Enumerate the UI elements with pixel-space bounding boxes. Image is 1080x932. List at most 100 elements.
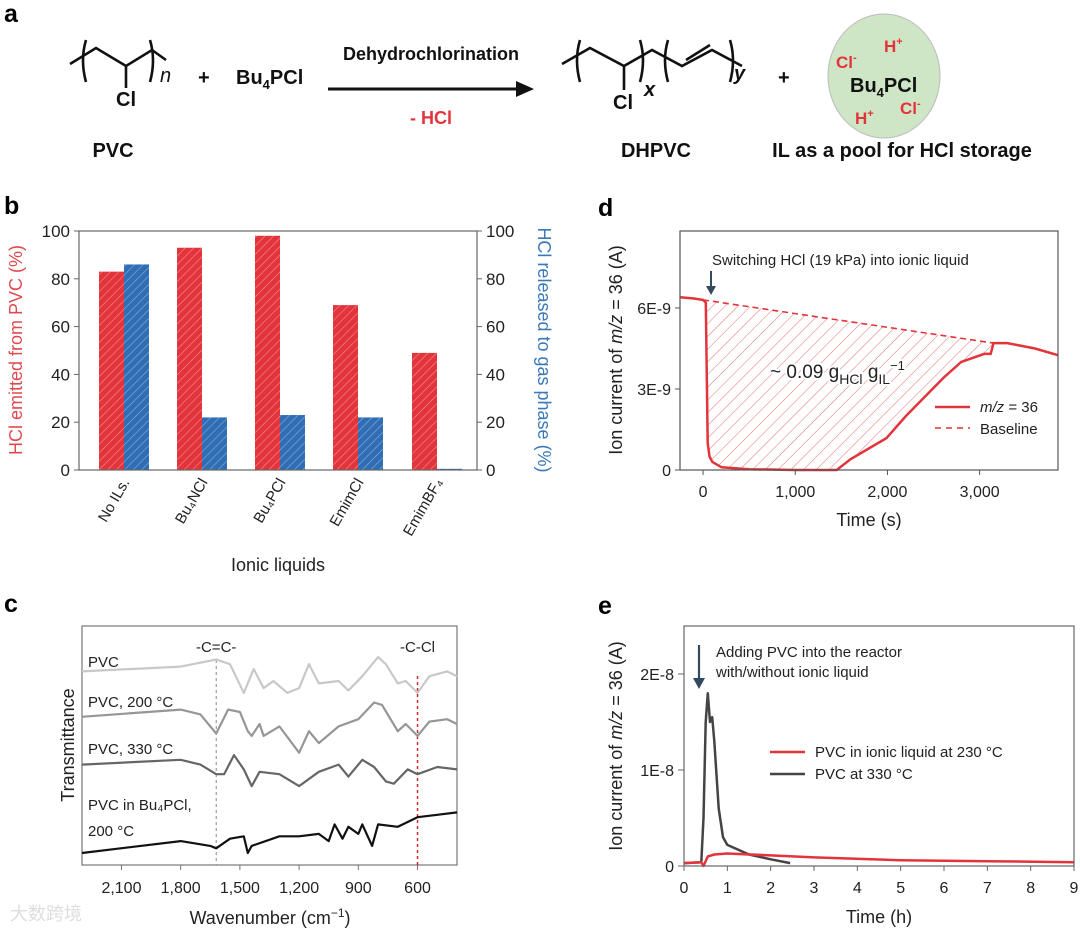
e-series-line bbox=[683, 852, 1075, 868]
arrow-byproduct: - HCl bbox=[410, 108, 452, 128]
c-tick-label: 1,800 bbox=[161, 880, 201, 897]
b-category-label: No ILs. bbox=[95, 476, 133, 526]
pool-bu4pcl: Bu4PCl bbox=[850, 75, 917, 100]
b-right-tick-label: 0 bbox=[486, 461, 495, 480]
b-left-tick-label: 100 bbox=[42, 222, 70, 241]
c-plot-frame bbox=[81, 625, 458, 866]
e-series-line bbox=[683, 691, 791, 865]
d-xtick-label: 3,000 bbox=[960, 484, 1000, 501]
d-plot-frame bbox=[679, 230, 1059, 471]
d-baseline-line bbox=[702, 299, 994, 344]
d-xlabel: Time (s) bbox=[836, 510, 901, 530]
b-plot-frame bbox=[78, 230, 478, 471]
c-tick-label: 1,200 bbox=[279, 880, 319, 897]
c-tick-label: 600 bbox=[404, 880, 431, 897]
bar-chart-hcl: HCl emitted from PVC (%) HCl released to… bbox=[6, 222, 554, 575]
panel-label-b: b bbox=[4, 192, 19, 220]
pool-h-plus-2: H+ bbox=[855, 108, 874, 128]
b-right-tick-label: 100 bbox=[486, 222, 514, 241]
d-annotation: Switching HCl (19 kPa) into ionic liquid bbox=[712, 252, 969, 269]
hcl-absorption-chart: Ion current of m/z = 36 (A) Time (s) Swi… bbox=[606, 230, 1059, 530]
reaction-arrow bbox=[328, 81, 534, 97]
panel-label-a: a bbox=[4, 0, 19, 28]
bar-hatch bbox=[255, 235, 280, 470]
plus-2: + bbox=[778, 67, 790, 89]
b-left-tick-label: 20 bbox=[51, 413, 70, 432]
d-legend-mz36: m/z = 36 bbox=[980, 399, 1038, 416]
c-label-pvc-200: PVC, 200 °C bbox=[88, 694, 173, 711]
dhpvc-label: DHPVC bbox=[621, 140, 691, 162]
b-left-tick-label: 40 bbox=[51, 365, 70, 384]
e-plot-frame bbox=[683, 625, 1075, 867]
d-arrow-icon bbox=[706, 271, 716, 295]
c-tick-label: 2,100 bbox=[101, 880, 141, 897]
e-xtick-label: 2 bbox=[766, 880, 775, 897]
pool-cl-minus-1: Cl- bbox=[836, 52, 857, 72]
c-ylabel: Transmittance bbox=[58, 688, 78, 801]
pvc-label: PVC bbox=[92, 140, 133, 162]
d-ytick-label: 6E-9 bbox=[637, 301, 671, 318]
bar-hatch bbox=[333, 305, 358, 470]
pool-cl-minus-2: Cl- bbox=[900, 98, 921, 118]
pool-label: IL as a pool for HCl storage bbox=[772, 140, 1032, 162]
watermark: 大数跨境 bbox=[10, 904, 82, 925]
b-left-ylabel: HCl emitted from PVC (%) bbox=[6, 245, 26, 455]
d-ylabel: Ion current of m/z = 36 (A) bbox=[606, 245, 626, 455]
c-spectrum-line bbox=[81, 754, 458, 788]
bar-hatch bbox=[124, 264, 149, 470]
d-xtick-label: 0 bbox=[699, 484, 708, 501]
pvc-cl: Cl bbox=[116, 89, 136, 111]
e-xtick-label: 5 bbox=[896, 880, 905, 897]
d-area-label: ~ 0.09 gHCl gIL−1 bbox=[770, 358, 905, 387]
pvc-n: n bbox=[160, 65, 171, 87]
panel-label-e: e bbox=[598, 592, 612, 620]
e-ytick-label: 1E-8 bbox=[640, 763, 674, 780]
e-xtick-label: 4 bbox=[853, 880, 862, 897]
e-legend-ionic-liquid: PVC in ionic liquid at 230 °C bbox=[815, 744, 1003, 761]
e-annotation-line1: Adding PVC into the reactor bbox=[716, 644, 902, 661]
b-right-tick-label: 40 bbox=[486, 365, 505, 384]
b-right-tick-label: 20 bbox=[486, 413, 505, 432]
d-ytick-label: 3E-9 bbox=[637, 382, 671, 399]
e-xlabel: Time (h) bbox=[846, 907, 912, 927]
bar-hatch bbox=[280, 415, 305, 470]
b-category-label: EmimBF₄ bbox=[400, 476, 447, 540]
e-xtick-label: 8 bbox=[1026, 880, 1035, 897]
c-label-pvc-bu4pcl: PVC in Bu₄PCl, bbox=[88, 797, 192, 814]
d-hatched-area bbox=[705, 300, 994, 470]
e-xtick-label: 9 bbox=[1070, 880, 1079, 897]
dhpvc-structure bbox=[561, 39, 743, 90]
c-tick-label: 900 bbox=[345, 880, 372, 897]
bar-hatch bbox=[99, 271, 124, 470]
c-xlabel: Wavenumber (cm−1) bbox=[189, 906, 350, 928]
reaction-scheme: Cl n + Bu4PCl Dehydrochlorination - HCl … bbox=[69, 13, 1032, 162]
b-xlabel: Ionic liquids bbox=[231, 555, 325, 575]
c-label-pvc-bu4pcl-temp: 200 °C bbox=[88, 823, 134, 840]
e-ytick-label: 2E-8 bbox=[640, 667, 674, 684]
arrow-condition: Dehydrochlorination bbox=[343, 44, 519, 64]
b-category-label: Bu₄PCl bbox=[250, 476, 289, 527]
c-spectrum-line bbox=[81, 656, 458, 694]
c-label-pvc-330: PVC, 330 °C bbox=[88, 741, 173, 758]
e-legend-pvc-330: PVC at 330 °C bbox=[815, 766, 913, 783]
bar-hatch bbox=[412, 352, 437, 470]
e-ytick-label: 0 bbox=[665, 859, 674, 876]
bar-hatch bbox=[177, 247, 202, 470]
reagent-bu4pcl: Bu4PCl bbox=[236, 67, 303, 92]
plus-1: + bbox=[198, 67, 210, 89]
e-arrow-icon bbox=[693, 645, 705, 689]
dhpvc-x: x bbox=[643, 79, 656, 101]
e-xtick-label: 0 bbox=[680, 880, 689, 897]
b-left-tick-label: 0 bbox=[61, 461, 70, 480]
dhpvc-y: y bbox=[733, 63, 746, 85]
b-left-tick-label: 80 bbox=[51, 270, 70, 289]
e-xtick-label: 6 bbox=[940, 880, 949, 897]
d-legend-baseline: Baseline bbox=[980, 421, 1038, 438]
e-ylabel: Ion current of m/z = 36 (A) bbox=[606, 641, 626, 851]
dhpvc-cl: Cl bbox=[613, 92, 633, 114]
c-annotation: -C=C- bbox=[196, 639, 236, 656]
e-annotation-line2: with/without ionic liquid bbox=[715, 664, 869, 681]
c-spectrum-line bbox=[81, 811, 458, 855]
e-xtick-label: 3 bbox=[810, 880, 819, 897]
